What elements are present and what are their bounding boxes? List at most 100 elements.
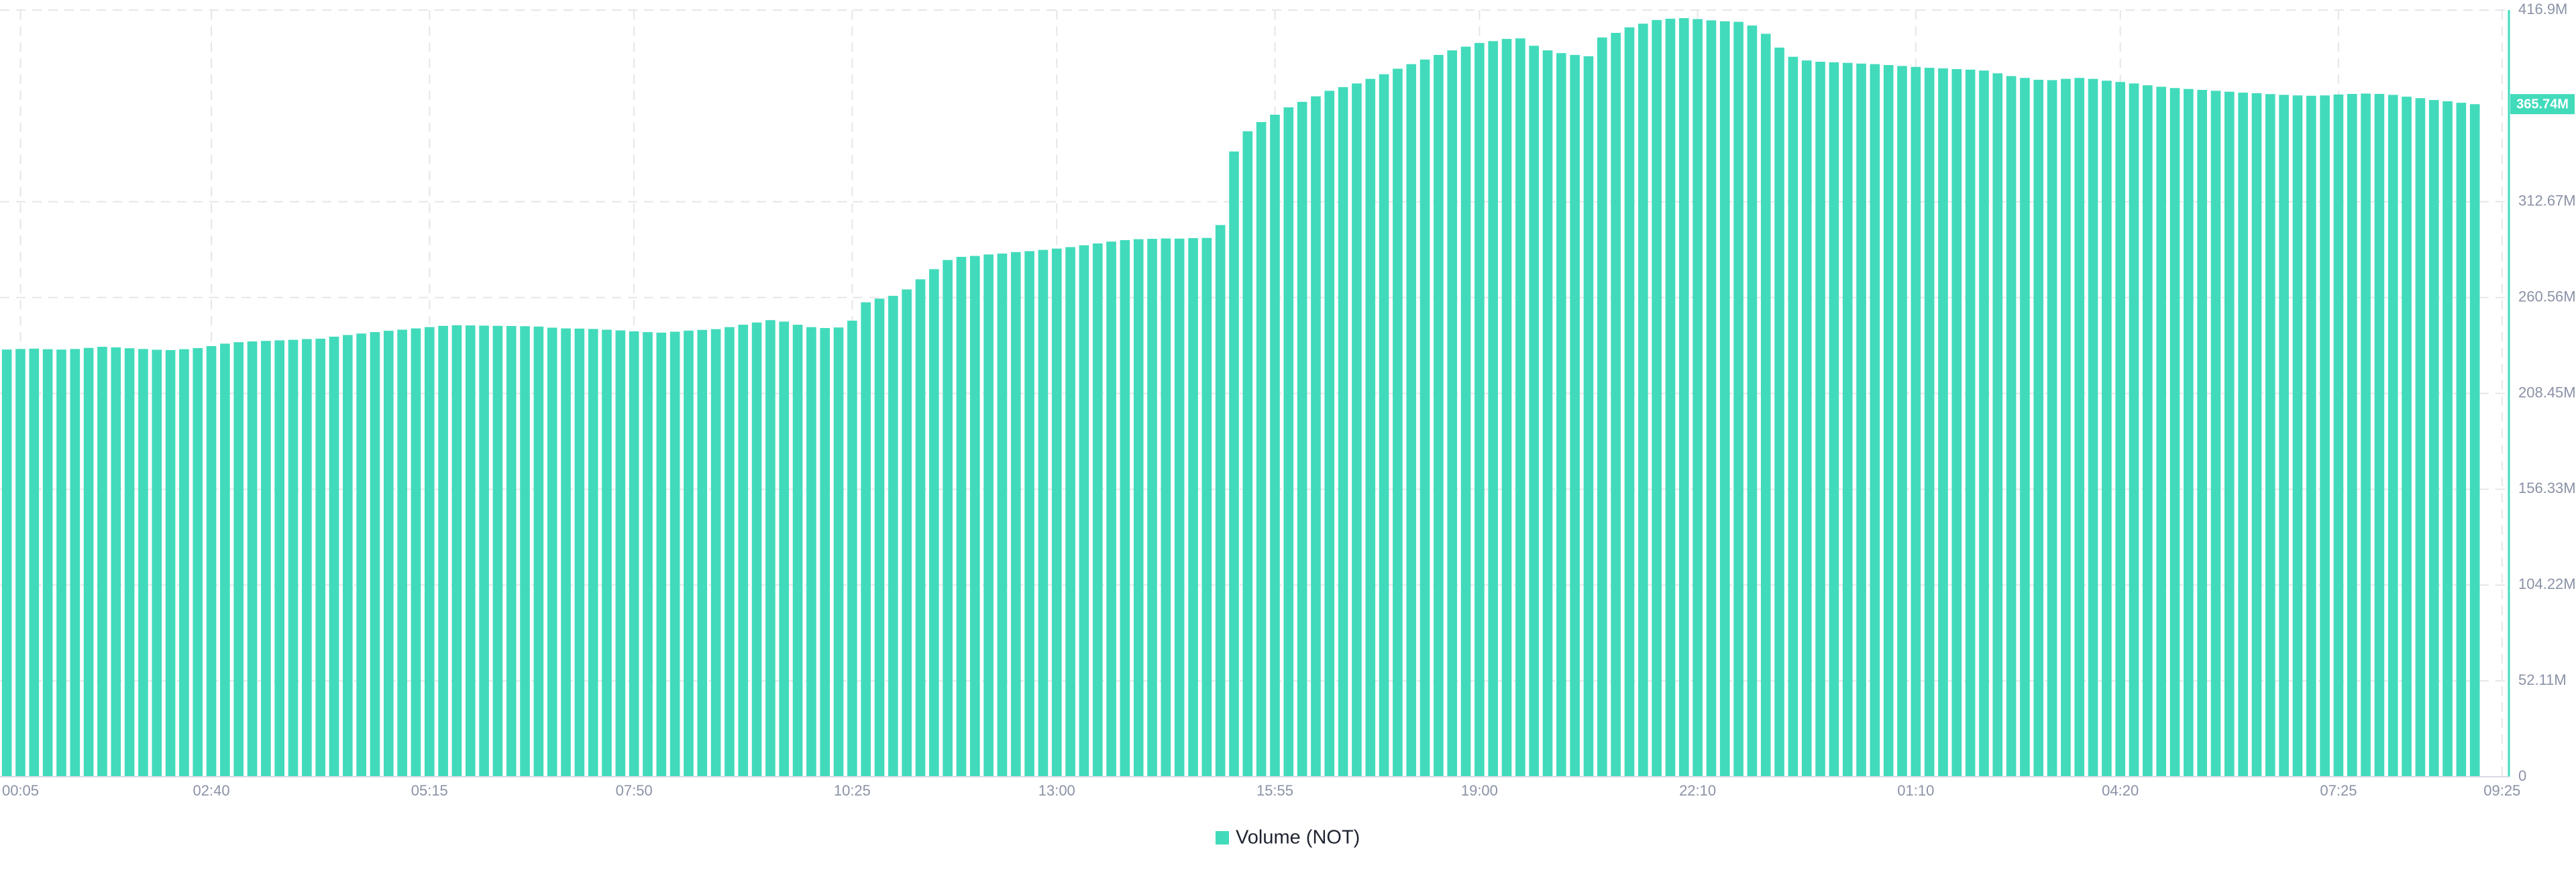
bar (1597, 37, 1607, 777)
x-tick-label: 05:15 (411, 782, 448, 799)
y-tick-label: 52.11M (2518, 671, 2567, 688)
bar (15, 349, 25, 777)
bar (588, 329, 598, 777)
bar (561, 328, 571, 777)
bar (643, 332, 653, 777)
bar (2169, 88, 2180, 777)
bar (1379, 74, 1389, 777)
bar (2347, 94, 2357, 777)
x-tick-label: 07:25 (2320, 782, 2357, 799)
bar (2387, 95, 2398, 777)
current-value-box (2510, 94, 2575, 115)
bar (97, 346, 107, 777)
bar (2402, 97, 2412, 777)
bar (1979, 70, 1989, 777)
bar (1051, 248, 1062, 777)
bar (424, 327, 435, 777)
bar (179, 349, 189, 777)
bar (152, 349, 162, 777)
x-tick-label: 09:25 (2483, 782, 2520, 799)
bar (2238, 93, 2248, 777)
bar (710, 329, 721, 777)
bar (274, 340, 285, 777)
bar (806, 327, 816, 777)
bar (697, 329, 708, 777)
bar (574, 328, 585, 777)
bar (370, 332, 380, 777)
x-tick-label: 19:00 (1461, 782, 1498, 799)
y-tick-label: 260.56M (2518, 288, 2576, 305)
bar (1079, 245, 1089, 777)
bar (615, 330, 626, 777)
bar (2251, 93, 2262, 777)
bar (1856, 63, 1866, 777)
bar (397, 329, 407, 777)
bar (2184, 89, 2194, 777)
bar (765, 320, 775, 777)
bar (1693, 19, 1703, 777)
bar (1870, 64, 1880, 777)
bar (1842, 62, 1853, 777)
bar (342, 335, 353, 777)
bar (138, 349, 148, 777)
bar (56, 349, 66, 777)
bar (261, 341, 271, 777)
legend: Volume (NOT) (1216, 827, 1360, 849)
bar (2415, 98, 2426, 777)
bar (70, 349, 80, 777)
bar (1760, 34, 1771, 777)
bar (302, 339, 312, 777)
bar (2210, 91, 2221, 777)
bar (1092, 243, 1103, 777)
bar (1678, 18, 1689, 777)
bar (29, 348, 40, 777)
bar (1911, 66, 1921, 777)
bar (111, 347, 121, 777)
bar (2074, 78, 2085, 777)
bar (1706, 20, 1717, 777)
y-tick-label: 208.45M (2518, 384, 2576, 400)
bar (779, 321, 790, 777)
y-tick-label: 156.33M (2518, 480, 2576, 496)
bar (847, 321, 857, 777)
bar (42, 349, 53, 777)
bar (329, 336, 339, 777)
y-tick-label: 0 (2518, 767, 2526, 784)
y-tick-label: 416.9M (2518, 1, 2567, 17)
bar (165, 349, 176, 777)
bar (792, 325, 803, 777)
x-tick-label: 04:20 (2102, 782, 2139, 799)
bar (1174, 238, 1185, 777)
bar (1297, 101, 1307, 777)
bar (629, 331, 639, 777)
x-tick-label: 07:50 (616, 782, 653, 799)
bar (1024, 251, 1034, 777)
bar (1434, 54, 1444, 777)
bar (2102, 80, 2112, 777)
bar (1338, 87, 1348, 777)
bar (1229, 151, 1239, 777)
x-tick-label: 13:00 (1038, 782, 1075, 799)
bar (492, 325, 503, 777)
bar (233, 342, 244, 777)
bar (1065, 247, 1075, 777)
bar (506, 326, 517, 777)
bar (451, 325, 462, 777)
bar (669, 331, 680, 777)
bar (83, 347, 94, 777)
bar (2279, 95, 2289, 777)
bar (1733, 21, 1743, 777)
bar (411, 328, 421, 777)
x-tick-label: 00:05 (2, 782, 39, 799)
bar (956, 256, 967, 777)
bar (1965, 69, 1976, 777)
bar (1897, 66, 1907, 777)
bar (684, 330, 694, 777)
bar (1747, 25, 1758, 777)
bar (1106, 241, 1116, 777)
bar (751, 322, 762, 777)
bar (1665, 18, 1676, 777)
bar (2020, 78, 2030, 777)
bar (1556, 53, 1566, 777)
